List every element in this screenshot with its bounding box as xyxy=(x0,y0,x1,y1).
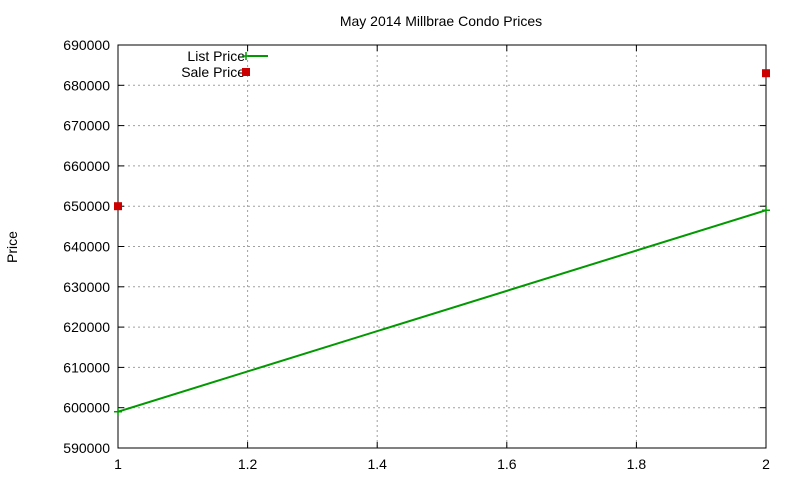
legend-marker-plus xyxy=(242,52,250,60)
x-tick-label: 1.6 xyxy=(497,456,517,472)
x-tick-label: 2 xyxy=(762,456,770,472)
y-tick-label: 640000 xyxy=(63,239,110,255)
data-point-list-price xyxy=(762,206,770,215)
y-tick-label: 590000 xyxy=(63,440,110,456)
series-line-list-price xyxy=(117,209,767,413)
legend-label: List Price xyxy=(187,48,245,64)
data-point-list-price xyxy=(114,407,122,416)
tick-layer: 590000 600000 610000 620000 630000 640000 6500… xyxy=(63,37,770,472)
x-tick-label: 1.8 xyxy=(627,456,647,472)
plot-frame xyxy=(117,44,767,449)
y-tick-label: 600000 xyxy=(63,400,110,416)
data-point-sale-price xyxy=(762,69,770,78)
y-tick-label: 690000 xyxy=(63,37,110,53)
y-tick-label: 660000 xyxy=(63,158,110,174)
data-point-sale-price xyxy=(114,202,122,211)
legend-marker-square xyxy=(242,68,250,76)
y-tick-label: 650000 xyxy=(63,198,110,214)
y-tick-label: 620000 xyxy=(63,319,110,335)
y-tick-label: 680000 xyxy=(63,77,110,93)
y-tick-label: 670000 xyxy=(63,118,110,134)
x-tick-label: 1.4 xyxy=(367,456,387,472)
legend-label: Sale Price xyxy=(181,64,245,80)
x-tick-label: 1 xyxy=(114,456,122,472)
series-layer xyxy=(114,69,770,416)
y-tick-label: 630000 xyxy=(63,279,110,295)
chart-title: May 2014 Millbrae Condo Prices xyxy=(340,13,542,29)
x-tick-label: 1.2 xyxy=(238,456,258,472)
grid-layer xyxy=(118,45,766,448)
y-axis-label: Price xyxy=(4,231,20,263)
y-tick-label: 610000 xyxy=(63,359,110,375)
